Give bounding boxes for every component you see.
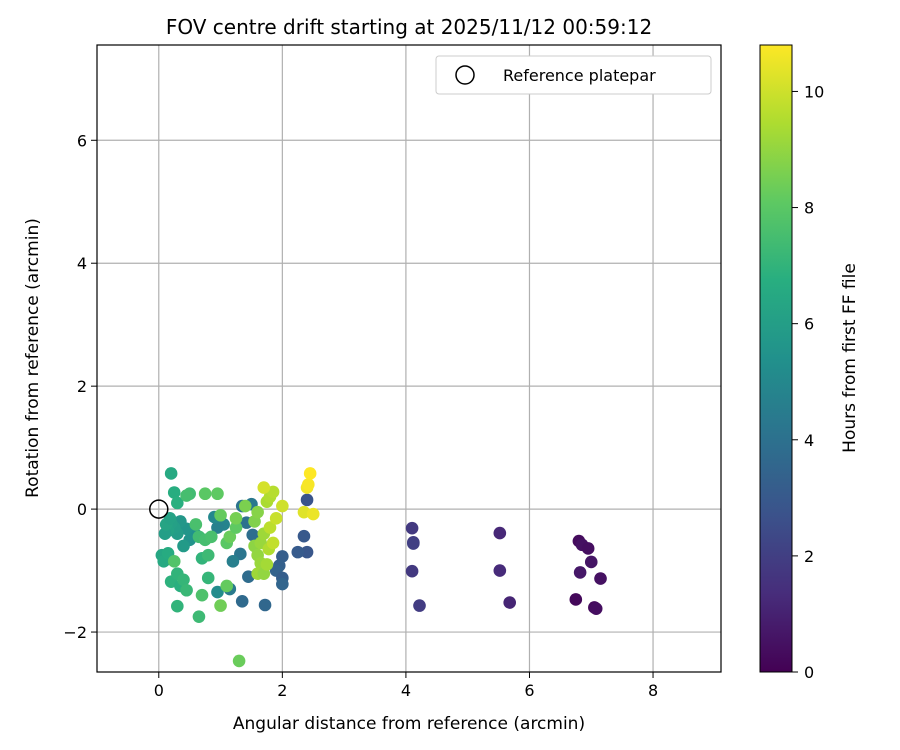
data-point	[589, 602, 603, 615]
colorbar-tick-label: 4	[804, 431, 814, 450]
data-point	[192, 610, 206, 623]
data-point	[258, 598, 272, 612]
data-point	[198, 487, 212, 501]
data-point	[594, 572, 607, 585]
data-point	[263, 521, 277, 534]
data-point	[204, 530, 218, 544]
data-point	[223, 530, 237, 544]
data-point	[177, 539, 190, 553]
y-tick-label: 0	[77, 500, 87, 519]
colorbar: 0 2 4 6 8 10 Hours from first FF file	[759, 44, 860, 682]
data-point	[301, 478, 315, 491]
data-point	[201, 548, 215, 562]
data-point	[306, 507, 320, 521]
data-point	[171, 599, 184, 613]
chart-title: FOV centre drift starting at 2025/11/12 …	[166, 15, 652, 39]
data-point	[413, 599, 426, 612]
plot-background	[97, 45, 721, 672]
colorbar-tick-label: 6	[804, 315, 814, 334]
legend-box	[435, 55, 712, 95]
data-point	[503, 596, 517, 609]
data-point	[189, 518, 203, 531]
data-point	[211, 487, 224, 501]
data-point	[569, 593, 583, 606]
legend: Reference platepar	[435, 55, 712, 95]
data-point	[493, 526, 507, 540]
plot-frame	[96, 44, 722, 673]
x-tick-label: 2	[277, 681, 287, 700]
data-point	[573, 566, 587, 579]
data-point	[195, 588, 209, 602]
data-point	[257, 481, 271, 494]
y-axis-ticks: −2 0 2 4 6	[63, 131, 97, 642]
data-point	[211, 521, 224, 534]
grid	[97, 45, 721, 672]
data-point	[581, 542, 595, 555]
data-point	[235, 595, 249, 608]
data-point	[276, 577, 289, 591]
data-point	[180, 583, 193, 597]
x-tick-label: 8	[648, 681, 658, 700]
colorbar-ticks: 0 2 4 6 8 10	[792, 82, 824, 682]
data-point	[226, 555, 240, 568]
colorbar-tick-label: 0	[804, 663, 814, 682]
scatter-points	[155, 467, 607, 668]
data-point	[269, 512, 283, 525]
data-point	[407, 537, 420, 550]
y-tick-label: 6	[77, 131, 87, 150]
data-point	[171, 496, 184, 510]
data-point	[291, 545, 305, 559]
data-point	[584, 555, 598, 569]
data-point	[214, 508, 227, 522]
data-point	[167, 555, 181, 568]
data-point	[276, 499, 289, 513]
data-point	[303, 467, 317, 480]
data-point	[297, 529, 311, 543]
colorbar-tick-label: 10	[804, 82, 824, 101]
data-point	[246, 528, 259, 542]
data-point	[405, 521, 419, 535]
data-point	[164, 467, 178, 480]
data-point	[266, 536, 280, 550]
legend-marker-icon	[455, 65, 475, 85]
colorbar-tick-label: 8	[804, 199, 814, 218]
data-point	[177, 573, 190, 587]
data-point	[238, 499, 252, 513]
colorbar-label: Hours from first FF file	[840, 263, 860, 453]
data-point	[201, 571, 215, 585]
data-point	[229, 521, 243, 534]
data-point	[158, 527, 172, 540]
reference-platepar-marker	[149, 499, 169, 519]
data-point	[180, 489, 193, 502]
data-point	[251, 505, 264, 519]
colorbar-tick-label: 2	[804, 547, 814, 566]
colorbar-gradient	[759, 44, 793, 673]
data-point	[163, 512, 177, 525]
data-point	[211, 585, 224, 599]
x-tick-label: 4	[401, 681, 411, 700]
data-point	[220, 579, 234, 593]
data-point	[229, 512, 243, 525]
data-point	[214, 599, 227, 612]
data-point	[167, 486, 181, 499]
x-tick-label: 0	[154, 681, 164, 700]
x-axis-label: Angular distance from reference (arcmin)	[233, 714, 585, 734]
data-point	[232, 654, 246, 668]
x-tick-label: 6	[524, 681, 534, 700]
data-point	[260, 558, 274, 571]
y-tick-label: 4	[77, 254, 87, 273]
legend-label: Reference platepar	[503, 66, 656, 85]
y-axis-label: Rotation from reference (arcmin)	[23, 218, 43, 498]
x-axis-ticks: 0 2 4 6 8	[154, 672, 658, 700]
y-tick-label: −2	[63, 623, 87, 642]
data-point	[300, 545, 314, 559]
data-point	[300, 493, 314, 507]
data-point	[493, 564, 507, 577]
data-point	[405, 564, 419, 578]
y-tick-label: 2	[77, 377, 87, 396]
